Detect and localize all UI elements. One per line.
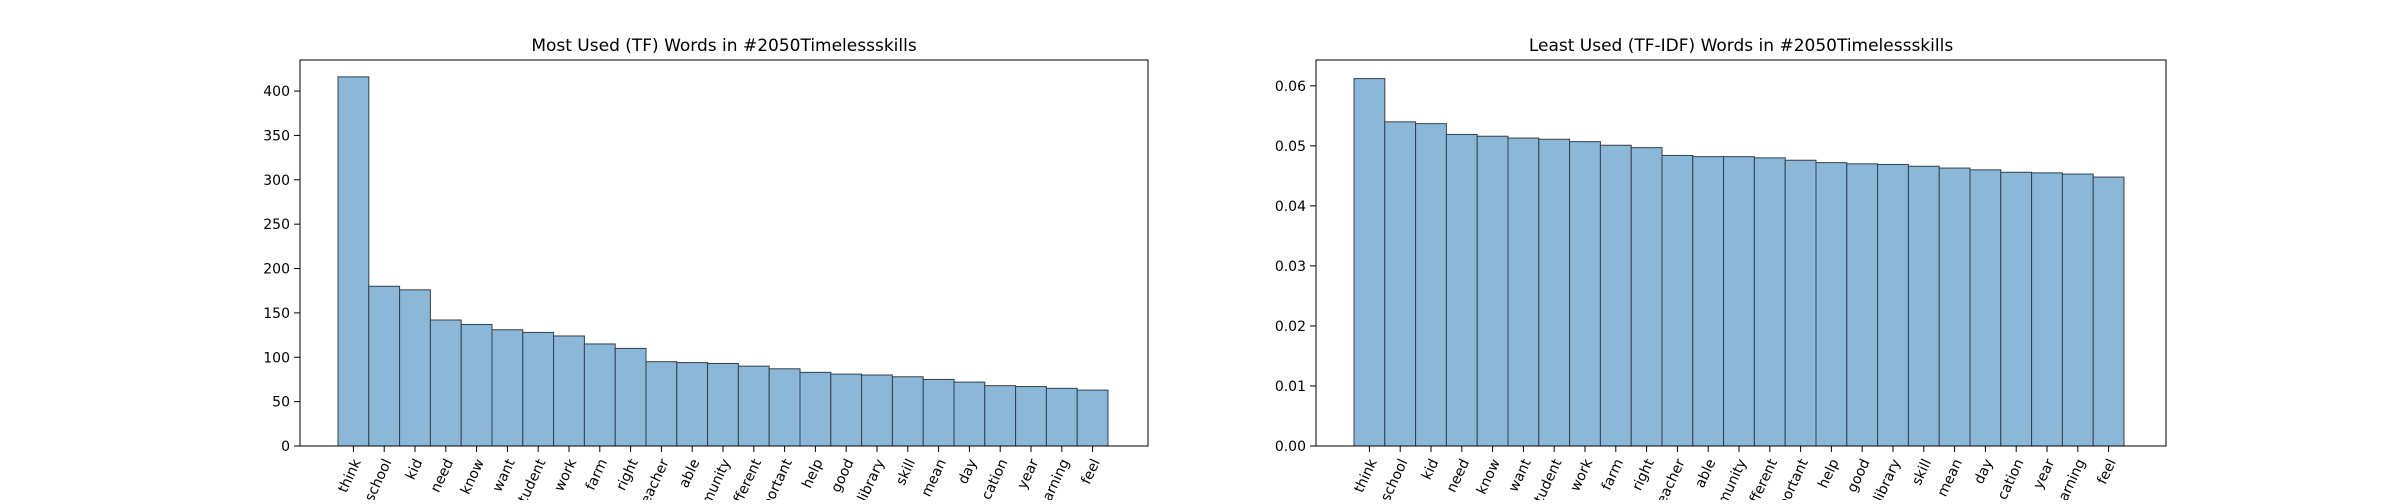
- tfidf-chart-bar-skill: [1907, 165, 1940, 447]
- tf-chart-bar-important: [768, 368, 801, 447]
- tf-chart-bar-good: [830, 373, 863, 447]
- tf-chart-bar-community: [707, 362, 739, 447]
- tf-chart-y-tick-label: 50: [272, 395, 290, 411]
- tf-chart-y-tick-label: 150: [263, 306, 290, 322]
- tfidf-chart-y-tick-label: 0.03: [1275, 259, 1306, 275]
- tfidf-chart-bar-good: [1846, 163, 1879, 447]
- tfidf-chart-bar-different: [1753, 157, 1786, 447]
- tf-chart-bar-teacher: [645, 361, 678, 447]
- tfidf-chart-bar-day: [1969, 169, 2002, 447]
- tf-chart-y-tick-label: 350: [263, 128, 290, 144]
- tfidf-chart-bar-community: [1723, 156, 1755, 447]
- tfidf-chart-y-tick-label: 0.06: [1275, 79, 1306, 95]
- tf-chart-bar-want: [491, 329, 524, 447]
- tfidf-chart-bar-teacher: [1661, 154, 1694, 447]
- tf-chart-bar-year: [1015, 386, 1047, 447]
- tfidf-chart-bar-farm: [1599, 144, 1632, 447]
- tfidf-chart-bar-student: [1538, 138, 1571, 447]
- tfidf-chart-bar-help: [1815, 162, 1848, 447]
- tf-chart-bar-student: [522, 331, 555, 447]
- tf-chart-title: Most Used (TF) Words in #2050Timelessski…: [531, 36, 917, 56]
- tfidf-chart-y-tick-label: 0.05: [1275, 139, 1306, 155]
- tfidf-chart-bar-learning: [2061, 173, 2094, 447]
- tf-chart-bar-kid: [399, 289, 431, 447]
- tf-chart-bar-able: [676, 362, 709, 447]
- tfidf-chart-bar-right: [1630, 147, 1663, 447]
- tfidf-chart-bar-education: [2000, 171, 2033, 447]
- tfidf-chart-bar-library: [1877, 163, 1909, 447]
- tf-chart-bar-farm: [583, 343, 616, 447]
- tf-chart-bar-mean: [922, 378, 955, 447]
- tf-chart-bar-skill: [891, 376, 924, 447]
- tf-chart-bar-learning: [1045, 387, 1078, 447]
- tfidf-chart-y-axis: 0.00 0.01 0.02 0.03 0.04 0.05 0.06: [1275, 79, 1316, 455]
- tf-chart-bar-education: [984, 385, 1017, 447]
- tfidf-chart-title: Least Used (TF-IDF) Words in #2050Timele…: [1529, 36, 1954, 56]
- tf-chart-bar-day: [953, 381, 986, 447]
- tfidf-chart-bar-know: [1476, 135, 1509, 447]
- tf-chart-axes-frame: [299, 59, 1149, 447]
- tfidf-chart-bar-need: [1445, 133, 1478, 447]
- tf-chart-bar-help: [799, 371, 832, 447]
- tf-chart-y-tick-label: 250: [263, 217, 290, 233]
- tf-chart-y-tick-label: 0: [281, 439, 290, 455]
- tf-chart-bar-feel: [1076, 389, 1109, 447]
- tfidf-chart-bar-mean: [1938, 167, 1971, 447]
- tf-chart-bar-work: [553, 335, 585, 447]
- tf-chart-bars: [337, 76, 1109, 447]
- tf-chart-y-axis: 0 50 100 150 200 250 300 350 400: [263, 84, 300, 455]
- tf-chart-y-tick-label: 200: [263, 262, 290, 278]
- tf-chart-y-tick-label: 300: [263, 173, 290, 189]
- tfidf-chart-bars: [1353, 78, 2125, 447]
- tf-chart-bar-right: [614, 347, 647, 447]
- tf-chart-bar-library: [861, 374, 893, 447]
- tf-chart-bar-think: [337, 76, 370, 447]
- tfidf-chart-bar-kid: [1415, 123, 1447, 447]
- tfidf-chart-bar-important: [1784, 159, 1817, 447]
- tfidf-chart-bar-want: [1507, 137, 1540, 447]
- tfidf-chart-bar-year: [2031, 172, 2063, 447]
- tfidf-chart: Least Used (TF-IDF) Words in #2050Timele…: [1275, 36, 2167, 504]
- tfidf-chart-y-tick-label: 0.00: [1275, 439, 1306, 455]
- tf-chart-y-tick-label: 400: [263, 84, 290, 100]
- tfidf-chart-axes-frame: [1315, 59, 2167, 447]
- tf-chart-bar-need: [429, 319, 462, 447]
- tf-chart-bar-different: [737, 365, 770, 447]
- tfidf-chart-bar-able: [1692, 156, 1725, 447]
- tfidf-chart-y-tick-label: 0.04: [1275, 199, 1306, 215]
- tfidf-chart-y-tick-label: 0.01: [1275, 379, 1306, 395]
- tfidf-chart-bar-think: [1353, 78, 1386, 447]
- tfidf-chart-bar-work: [1569, 141, 1601, 447]
- tf-chart-bar-know: [460, 323, 493, 447]
- tf-chart-y-tick-label: 100: [263, 350, 290, 366]
- tfidf-chart-bar-school: [1384, 121, 1417, 447]
- tfidf-chart-y-tick-label: 0.02: [1275, 319, 1306, 335]
- tf-chart-bar-school: [368, 285, 401, 447]
- tfidf-chart-bar-feel: [2092, 176, 2125, 447]
